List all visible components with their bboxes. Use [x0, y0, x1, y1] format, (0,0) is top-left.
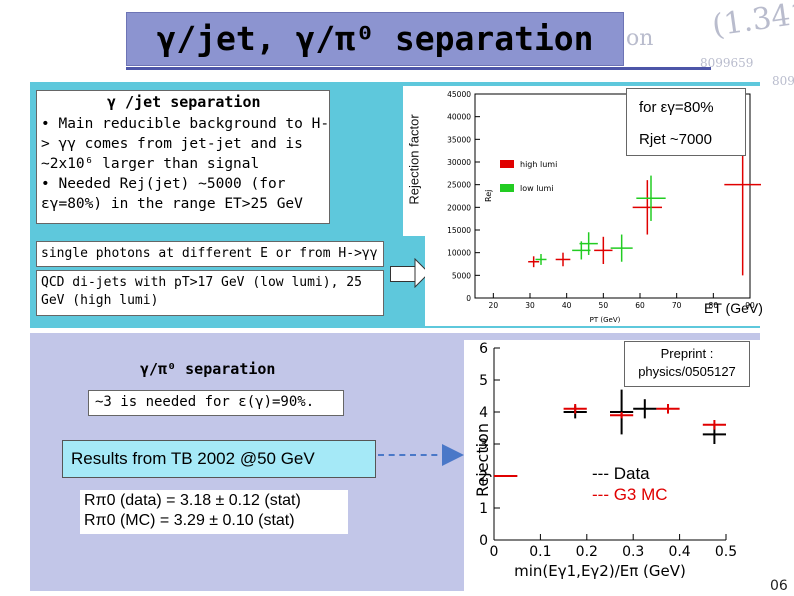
y-tick-label: 30000: [447, 158, 471, 167]
x-tick-label: 80: [709, 301, 719, 310]
x-tick-label: 20: [489, 301, 499, 310]
rejection-factor-label-bg: Rejection factor: [403, 86, 425, 236]
x-tick-label: 30: [525, 301, 535, 310]
y-tick-label: 6: [479, 341, 488, 357]
needed-rejection-box: ~3 is needed for ε(γ)=90%.: [88, 390, 344, 416]
y-tick-label: 5000: [452, 271, 471, 280]
y-tick-label: 5: [479, 373, 488, 389]
y-tick-label: 15000: [447, 226, 471, 235]
pi0-rejection-svg: 0 1 2 3 4 5 6 0 0.1 0.2 0.3 0.4 0.5 min(Eγ1,Eγ2)/Eπ (…: [473, 341, 737, 580]
rpi0-mc: Rπ0 (MC) = 3.29 ± 0.10 (stat): [84, 512, 295, 529]
dashed-arrow-shaft: [378, 454, 448, 456]
y-tick-label: 1: [479, 501, 488, 517]
qcd-line-1: QCD di-jets with pT>17 GeV (low lumi), 2…: [41, 275, 362, 290]
x-tick-label: 0.1: [529, 544, 551, 560]
rjet-annotation: Rjet ~7000: [639, 131, 712, 148]
background-scribble: on: [626, 26, 654, 51]
y-tick-label: 35000: [447, 135, 471, 144]
legend-swatch: [500, 184, 514, 192]
y-axis-label: Rejection: [473, 423, 492, 497]
x-tick-label: 0.4: [668, 544, 690, 560]
preprint-box: Preprint : physics/0505127: [624, 341, 750, 387]
dashed-arrow-head-icon: [442, 444, 464, 466]
jet-line-2: > γγ comes from jet-jet and is: [41, 136, 303, 152]
y-tick-label: 20000: [447, 203, 471, 212]
preprint-line-1: Preprint :: [660, 346, 714, 361]
jet-heading: γ /jet separation: [107, 93, 261, 111]
x-tick-label: 0: [490, 544, 499, 560]
rejection-factor-label: Rejection factor: [406, 114, 422, 205]
y-tick-label: 10000: [447, 249, 471, 258]
arrow-head-icon: [414, 258, 430, 288]
legend-data: --- Data: [592, 464, 650, 483]
title-box: γ/jet, γ/π⁰ separation: [126, 12, 624, 66]
y-axis-label: Rej: [484, 190, 493, 202]
rpi0-values-box: Rπ0 (data) = 3.18 ± 0.12 (stat) Rπ0 (MC)…: [80, 490, 348, 534]
legend-swatch: [500, 160, 514, 168]
pi0-heading: γ/π⁰ separation: [140, 360, 276, 378]
qcd-line-2: GeV (high lumi): [41, 293, 159, 308]
background-scribble: 8099659: [700, 56, 754, 70]
x-tick-label: 0.5: [715, 544, 737, 560]
jet-separation-textbox: γ /jet separation • Main reducible backg…: [36, 90, 330, 224]
y-tick-label: 0: [466, 294, 471, 303]
efficiency-annotation-box: for εγ=80% Rjet ~7000: [626, 88, 746, 156]
efficiency-annotation: for εγ=80%: [639, 99, 714, 116]
x-tick-label: 0.2: [576, 544, 598, 560]
plot-frame: [474, 93, 751, 299]
legend-label: low lumi: [520, 184, 554, 193]
x-axis-label: min(Eγ1,Eγ2)/Eπ (GeV): [514, 562, 686, 580]
x-tick-label: 70: [672, 301, 682, 310]
x-tick-label: 40: [562, 301, 572, 310]
y-tick-label: 45000: [447, 90, 471, 99]
y-tick-label: 2: [479, 469, 488, 485]
x-tick-label: 50: [599, 301, 609, 310]
single-photons-text: single photons at different E or from H-…: [41, 246, 378, 261]
jet-rejection-svg: 0 5000 10000 15000 20000 25000 30000 35000 40000…: [447, 90, 761, 324]
page-title: γ/jet, γ/π⁰ separation: [156, 19, 594, 58]
rpi0-data: Rπ0 (data) = 3.18 ± 0.12 (stat): [84, 492, 301, 509]
results-box: Results from TB 2002 @50 GeV: [62, 440, 376, 478]
et-axis-label: ET (GeV): [704, 300, 763, 316]
x-tick-label: 60: [635, 301, 645, 310]
jet-line-1: • Main reducible background to H-: [41, 116, 330, 132]
qcd-dijets-box: QCD di-jets with pT>17 GeV (low lumi), 2…: [36, 270, 384, 316]
single-photons-box: single photons at different E or from H-…: [36, 241, 384, 267]
x-axis-label: PT (GeV): [590, 316, 621, 324]
y-tick-label: 40000: [447, 113, 471, 122]
page-number: 06: [770, 578, 788, 594]
y-tick-label: 0: [479, 533, 488, 549]
jet-line-4: • Needed Rej(jet) ~5000 (for: [41, 176, 286, 192]
jet-line-5: εγ=80%) in the range ET>25 GeV: [41, 196, 303, 212]
results-text: Results from TB 2002 @50 GeV: [71, 449, 315, 468]
x-tick-label: 90: [745, 301, 755, 310]
background-scribble: 8098: [772, 74, 794, 88]
y-tick-label: 25000: [447, 181, 471, 190]
jet-line-3: ~2x10⁶ larger than signal: [41, 156, 260, 172]
title-underline: [126, 67, 711, 70]
background-scribble: (1.341: [710, 0, 794, 44]
x-tick-label: 0.3: [622, 544, 644, 560]
legend-mc: --- G3 MC: [592, 485, 668, 504]
legend-label: high lumi: [520, 160, 557, 169]
preprint-line-2: physics/0505127: [638, 364, 736, 379]
y-tick-label: 3: [479, 437, 488, 453]
y-tick-label: 4: [479, 405, 488, 421]
needed-rejection-text: ~3 is needed for ε(γ)=90%.: [95, 394, 315, 410]
